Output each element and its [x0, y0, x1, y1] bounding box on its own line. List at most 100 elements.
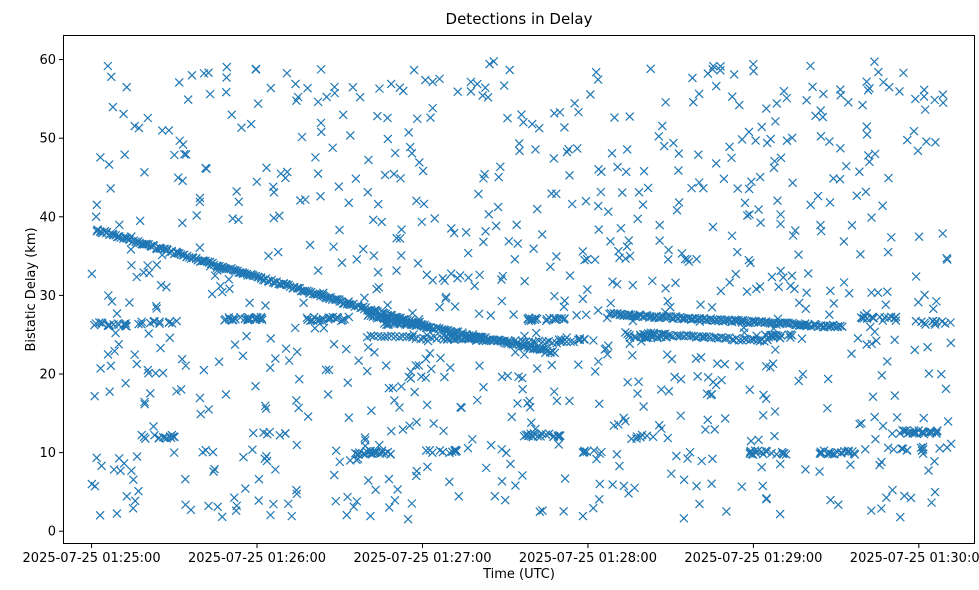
data-point-marker	[396, 251, 406, 260]
data-point-marker	[938, 98, 948, 108]
data-point-marker	[282, 167, 292, 177]
data-point-marker	[930, 95, 940, 105]
data-point-marker	[369, 251, 379, 261]
data-point-marker	[343, 378, 353, 388]
data-point-marker	[232, 501, 242, 511]
data-point-marker	[594, 225, 604, 235]
data-point-marker	[248, 428, 258, 438]
data-point-marker	[562, 147, 572, 157]
data-point-marker	[578, 511, 588, 521]
data-point-marker	[720, 414, 730, 423]
data-point-marker	[725, 142, 734, 152]
data-point-marker	[518, 471, 527, 480]
data-point-marker	[292, 485, 301, 495]
data-point-marker	[554, 335, 564, 344]
data-point-marker	[646, 64, 656, 74]
data-point-marker	[343, 492, 352, 502]
data-point-marker	[210, 464, 219, 474]
data-point-marker	[473, 189, 483, 199]
data-point-marker	[685, 447, 695, 457]
data-point-marker	[467, 434, 477, 444]
data-point-marker	[946, 439, 956, 449]
data-point-marker	[202, 164, 211, 174]
data-point-marker	[534, 123, 544, 133]
data-point-marker	[297, 132, 307, 142]
data-point-marker	[603, 349, 612, 359]
data-point-marker	[652, 332, 662, 342]
data-point-marker	[364, 155, 373, 165]
data-point-marker	[890, 335, 900, 345]
data-point-marker	[490, 491, 500, 501]
data-point-marker	[654, 420, 664, 430]
data-point-marker	[470, 281, 480, 291]
data-point-marker	[283, 499, 293, 509]
data-point-marker	[122, 491, 132, 501]
data-point-marker	[127, 260, 136, 270]
data-point-marker	[661, 97, 671, 107]
data-point-marker	[882, 357, 892, 366]
data-point-marker	[370, 447, 380, 457]
data-point-marker	[224, 274, 234, 284]
data-point-marker	[555, 431, 565, 441]
data-point-marker	[693, 150, 703, 160]
data-point-marker	[273, 247, 283, 257]
data-point-marker	[737, 135, 747, 144]
data-point-marker	[632, 434, 641, 444]
data-point-marker	[439, 372, 449, 382]
data-point-marker	[355, 92, 365, 102]
data-point-marker	[445, 448, 454, 458]
data-point-marker	[640, 332, 650, 342]
data-point-marker	[405, 142, 415, 152]
data-point-marker	[674, 149, 684, 159]
data-point-marker	[776, 210, 786, 219]
data-point-marker	[768, 359, 778, 369]
data-point-marker	[565, 170, 574, 180]
data-point-marker	[717, 375, 727, 385]
data-point-marker	[140, 399, 150, 409]
data-point-marker	[910, 94, 920, 104]
data-point-marker	[195, 197, 205, 207]
data-point-marker	[772, 449, 781, 459]
data-point-marker	[573, 360, 583, 370]
data-point-marker	[393, 485, 403, 494]
data-point-marker	[329, 339, 339, 349]
data-point-marker	[92, 200, 102, 210]
data-point-marker	[331, 446, 341, 456]
data-point-marker	[716, 286, 726, 296]
data-point-marker	[562, 333, 572, 342]
data-point-marker	[655, 236, 665, 246]
data-point-marker	[514, 139, 524, 148]
data-point-marker	[167, 318, 177, 328]
data-point-marker	[692, 254, 701, 264]
y-tick-label: 20	[39, 368, 56, 383]
data-point-marker	[621, 254, 630, 264]
data-point-marker	[746, 436, 756, 446]
data-point-marker	[135, 216, 145, 226]
data-point-marker	[656, 385, 666, 394]
data-point-marker	[160, 244, 170, 254]
data-point-marker	[836, 90, 846, 100]
data-point-marker	[823, 374, 833, 384]
data-point-marker	[931, 296, 941, 306]
data-point-marker	[639, 402, 649, 411]
data-point-marker	[96, 364, 106, 373]
data-point-marker	[607, 148, 617, 158]
data-point-marker	[839, 277, 849, 287]
data-point-marker	[676, 374, 686, 384]
data-point-marker	[444, 477, 454, 487]
data-point-marker	[867, 288, 876, 298]
data-point-marker	[647, 276, 657, 286]
data-point-marker	[240, 484, 250, 493]
data-point-marker	[395, 403, 404, 412]
data-point-marker	[518, 117, 528, 127]
data-point-marker	[497, 476, 507, 486]
data-point-marker	[449, 228, 459, 238]
data-point-marker	[757, 462, 767, 472]
data-point-marker	[696, 352, 706, 362]
data-point-marker	[246, 119, 256, 129]
data-point-marker	[786, 281, 795, 291]
data-point-marker	[616, 223, 626, 233]
data-point-marker	[496, 336, 506, 346]
data-point-marker	[661, 283, 671, 293]
data-point-marker	[366, 331, 376, 341]
